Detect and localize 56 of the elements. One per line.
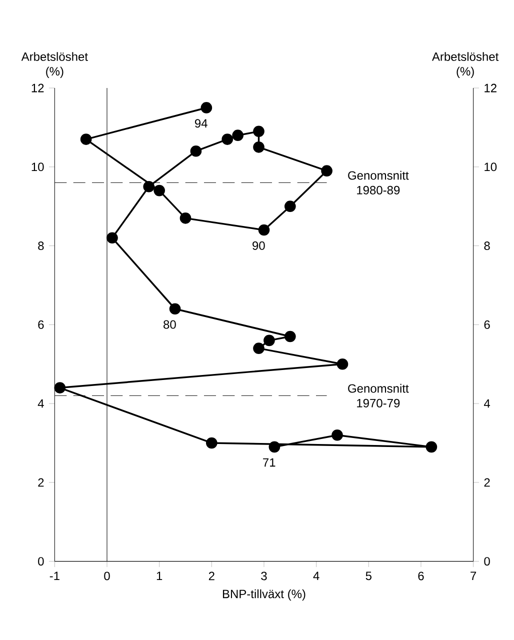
x-tick-label: -1 [50,572,60,580]
y2-tick-label: 10 [484,162,497,172]
point [190,145,202,157]
y2-axis-title: Arbetslöshet (%) [432,52,499,78]
y2-tick-label: 4 [484,399,490,408]
annotation: 94 [194,119,208,128]
y2-tick-label: 2 [484,478,490,487]
y2-tick-label: 6 [484,320,490,329]
annotation: 80 [164,320,176,329]
x-tick-label: 2 [208,572,214,580]
point [268,441,280,453]
y2-tick-label: 8 [484,242,490,250]
point [106,232,118,244]
point [206,437,218,449]
point [200,102,212,114]
ref-line-label: Genomsnitt 1970-79 [348,384,409,408]
x-tick-label: 1 [156,572,162,580]
y-tick-label: 4 [38,399,44,408]
x-axis-title: BNP-tillväxt (%) [222,589,306,601]
y-tick-label: 10 [32,162,44,172]
x-tick-label: 5 [366,572,372,580]
point [284,200,296,212]
ref-line-label: Genomsnitt 1980-89 [348,170,409,194]
x-tick-label: 0 [104,572,110,580]
x-tick-label: 3 [261,572,267,580]
y-tick-label: 0 [38,557,44,566]
annotation: 71 [263,458,276,467]
point [284,330,296,342]
point [253,126,264,138]
point [54,382,66,394]
point [180,212,192,224]
point [169,303,181,315]
y-tick-label: 2 [38,478,44,487]
point [264,334,275,346]
y-axis-title: Arbetslöshet (%) [21,52,88,78]
y2-tick-label: 0 [484,557,490,566]
x-tick-label: 4 [313,572,320,580]
point [253,142,264,153]
point [222,134,234,145]
y-tick-label: 8 [38,242,44,250]
point [332,429,343,441]
y2-tick-label: 12 [484,84,496,92]
point [253,342,264,354]
point [232,130,244,142]
y-tick-label: 6 [38,320,44,329]
y-tick-label: 12 [32,84,44,92]
x-tick-label: 7 [470,572,476,580]
point [143,180,155,192]
point [426,441,438,453]
x-tick-label: 6 [418,572,424,580]
point [321,165,332,177]
point [258,224,270,236]
annotation: 90 [252,241,265,250]
point [336,358,348,370]
point [80,134,92,145]
point [154,184,165,196]
